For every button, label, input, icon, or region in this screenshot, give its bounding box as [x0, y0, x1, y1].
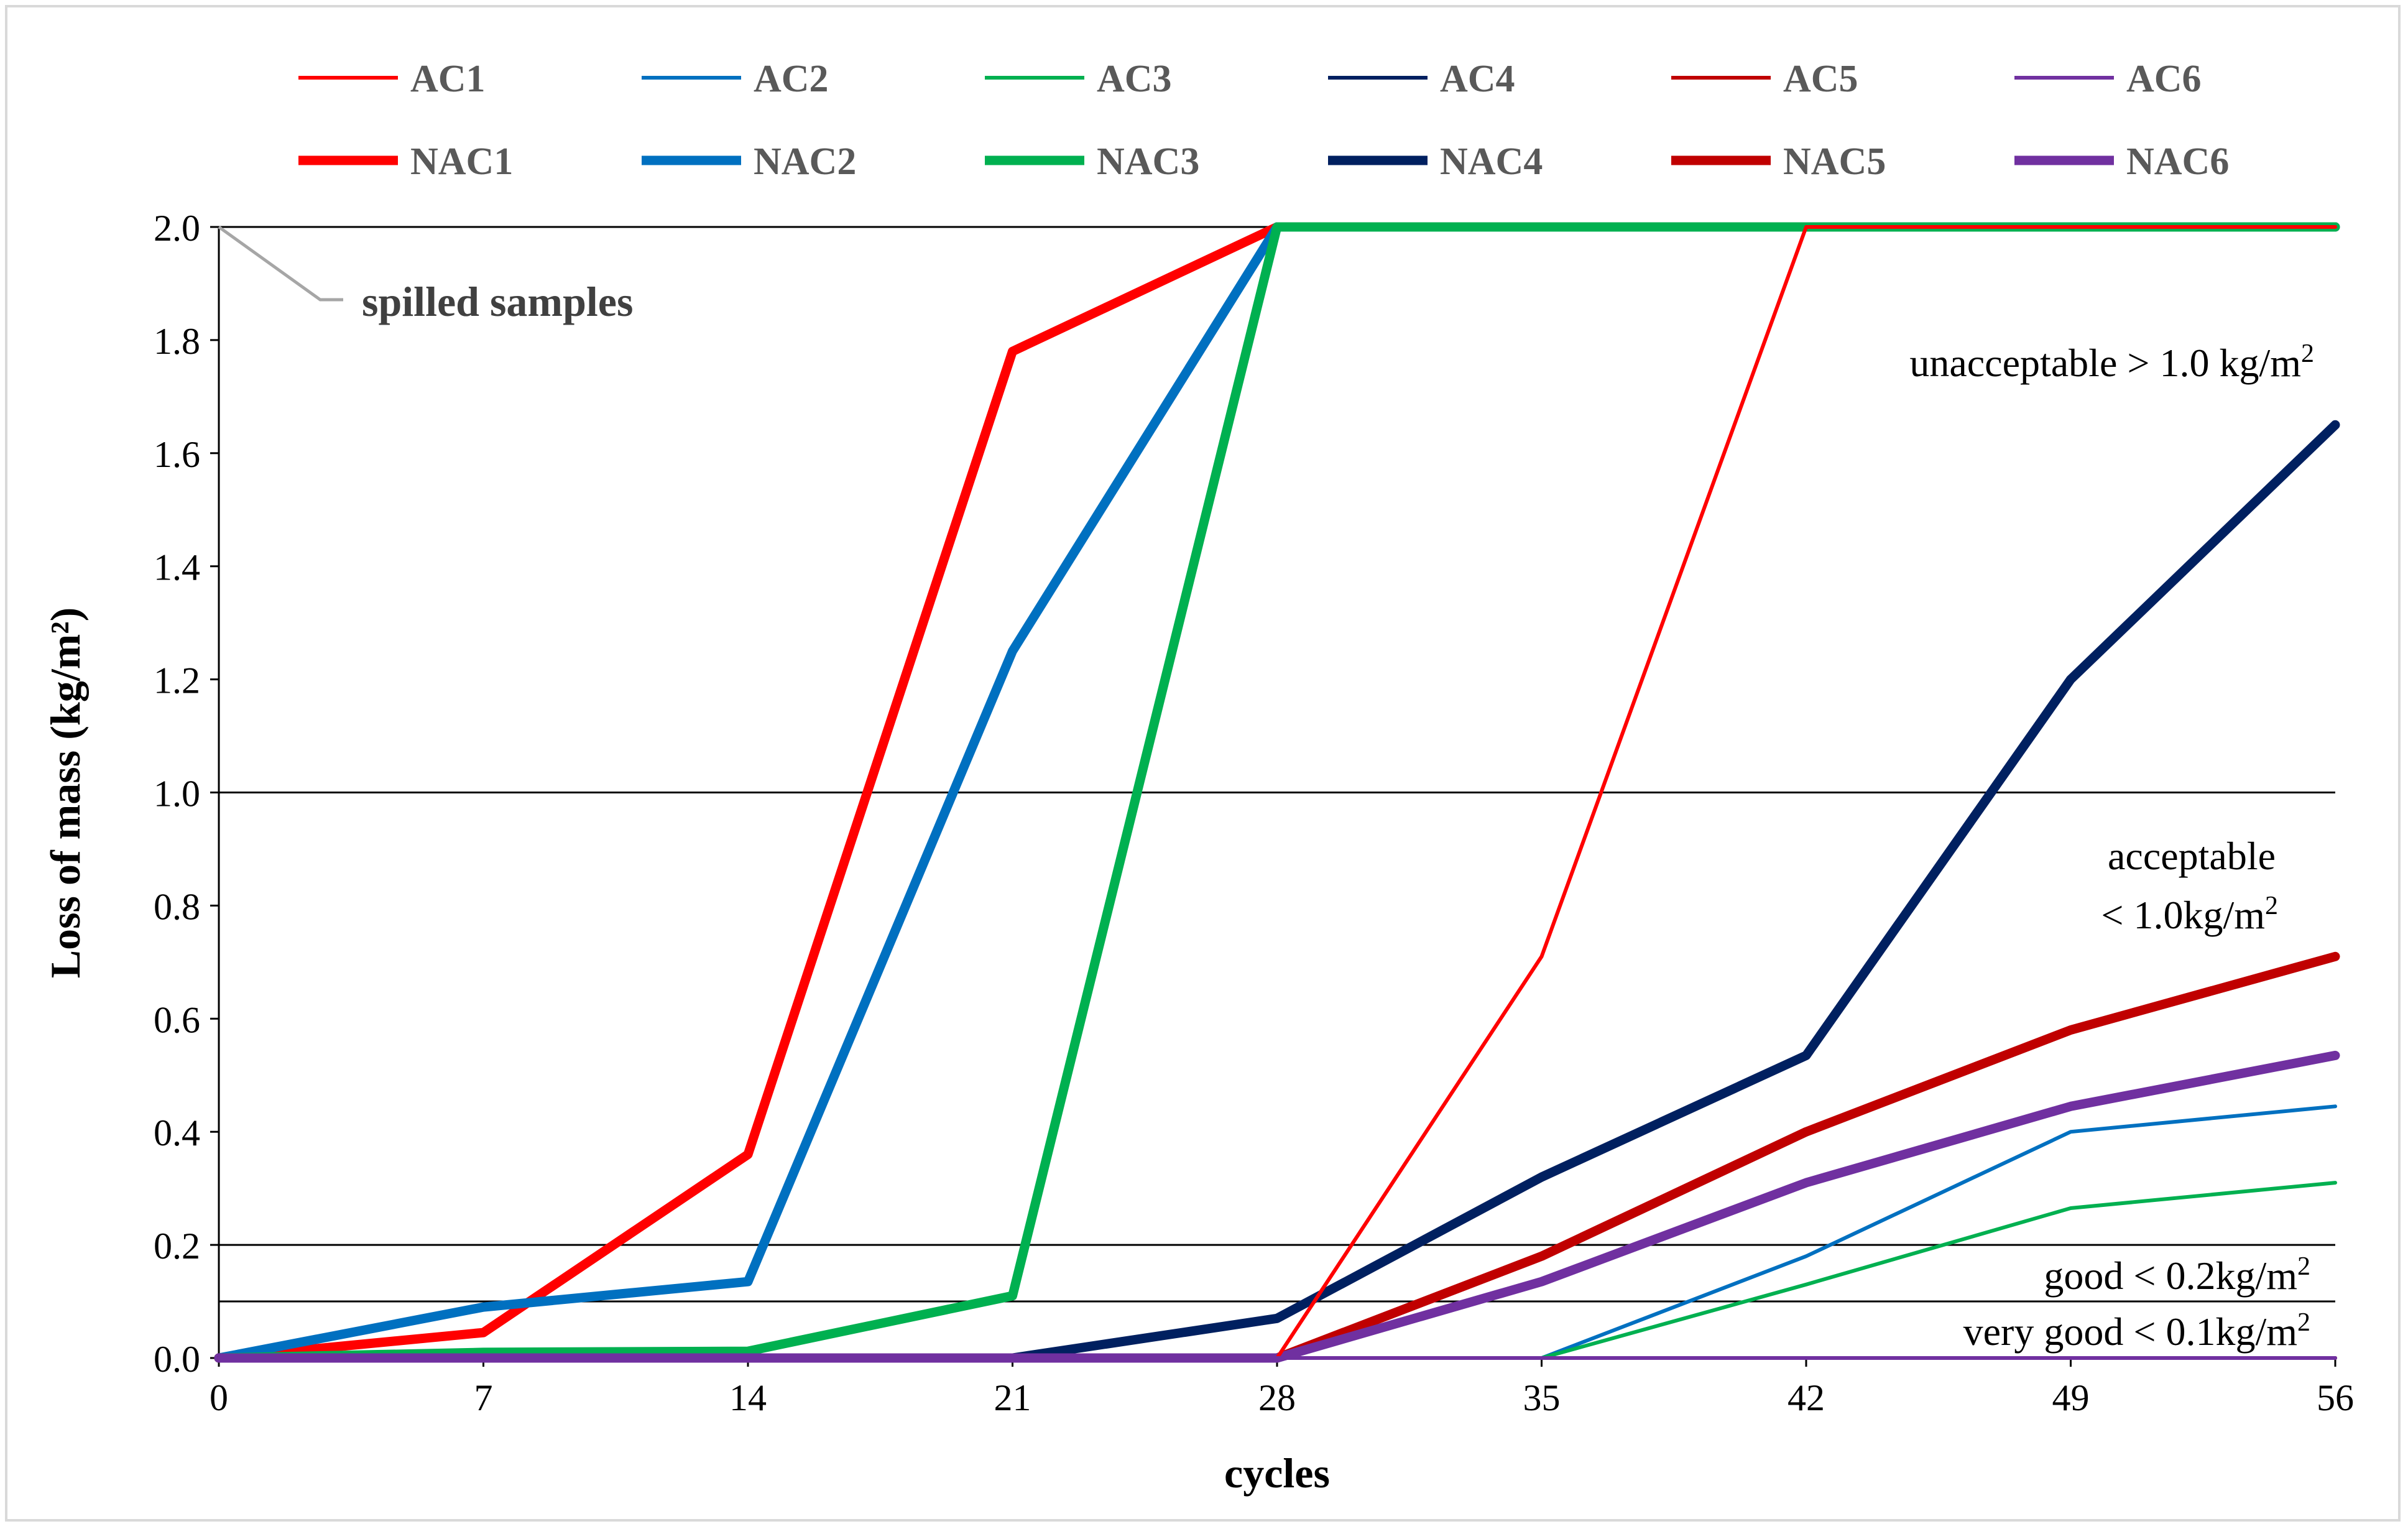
y-tick-label-5: 1.0 — [154, 774, 200, 815]
y-axis-label: Loss of mass (kg/m²) — [42, 607, 89, 979]
legend-item-ac3: AC3 — [985, 58, 1172, 100]
annotation-good: good < 0.2kg/m2 — [2044, 1252, 2310, 1298]
annotation-unacceptable-sup: 2 — [2301, 340, 2314, 368]
annotation-good-text: good < 0.2kg/m — [2044, 1254, 2297, 1298]
y-tick-label-10: 2.0 — [154, 208, 200, 249]
legend-label-nac4: NAC4 — [1440, 141, 1543, 183]
ticks-layer: 0.0 0.2 0.4 0.6 0.8 1.0 1.2 1.4 1.6 1.8 2.0 0 7 14 21 2… — [154, 208, 2354, 1418]
annotation-spilled-samples: spilled samples — [362, 278, 633, 325]
legend-label-nac3: NAC3 — [1097, 141, 1199, 183]
x-tick-label-4: 28 — [1258, 1377, 1296, 1418]
legend-label-ac1: AC1 — [410, 58, 486, 100]
legend-item-nac5: NAC5 — [1671, 141, 1886, 183]
legend-item-nac3: NAC3 — [985, 141, 1199, 183]
annotation-very-good-sup: 2 — [2297, 1308, 2310, 1337]
y-tick-label-8: 1.6 — [154, 434, 200, 475]
y-tick-label-2: 0.4 — [154, 1112, 200, 1153]
annotation-acceptable-text: < 1.0kg/m — [2101, 893, 2265, 937]
annotation-unacceptable: unacceptable > 1.0 kg/m2 — [1909, 340, 2314, 385]
legend-item-nac1: NAC1 — [298, 141, 513, 183]
legend-label-nac5: NAC5 — [1783, 141, 1886, 183]
legend-item-nac4: NAC4 — [1328, 141, 1543, 183]
legend-item-ac1: AC1 — [298, 58, 486, 100]
y-tick-label-9: 1.8 — [154, 321, 200, 362]
x-tick-label-3: 21 — [994, 1377, 1031, 1418]
legend-item-ac6: AC6 — [2014, 58, 2202, 100]
y-tick-label-6: 1.2 — [154, 660, 200, 701]
annotation-unacceptable-text: unacceptable > 1.0 kg/m — [1909, 341, 2301, 385]
legend: AC1 AC2 AC3 AC4 AC5 AC6 NAC1 NAC2 NAC3 NAC4 NAC5 NA… — [298, 58, 2229, 183]
annotation-very-good-text: very good < 0.1kg/m — [1963, 1310, 2297, 1354]
spilled-samples-leader — [218, 225, 343, 302]
y-tick-label-7: 1.4 — [154, 547, 200, 588]
legend-label-ac2: AC2 — [754, 58, 829, 100]
series-layer — [214, 222, 2340, 1363]
x-tick-label-8: 56 — [2317, 1377, 2354, 1418]
x-tick-label-2: 14 — [729, 1377, 767, 1418]
x-tick-label-5: 35 — [1523, 1377, 1561, 1418]
y-tick-label-3: 0.6 — [154, 999, 200, 1040]
x-tick-label-7: 49 — [2052, 1377, 2090, 1418]
series-line-nac4 — [214, 420, 2340, 1363]
annotation-acceptable-sup: 2 — [2265, 892, 2278, 920]
legend-item-nac6: NAC6 — [2014, 141, 2229, 183]
x-axis-label: cycles — [1224, 1449, 1330, 1497]
legend-label-nac6: NAC6 — [2126, 141, 2229, 183]
legend-label-nac2: NAC2 — [754, 141, 856, 183]
y-tick-label-0: 0.0 — [154, 1339, 200, 1380]
annotation-acceptable-line2: < 1.0kg/m2 — [2101, 892, 2278, 937]
y-tick-label-1: 0.2 — [154, 1226, 200, 1267]
legend-label-ac5: AC5 — [1783, 58, 1858, 100]
legend-item-ac2: AC2 — [642, 58, 829, 100]
legend-label-ac6: AC6 — [2126, 58, 2202, 100]
x-tick-label-1: 7 — [474, 1377, 493, 1418]
annotation-good-sup: 2 — [2297, 1252, 2310, 1281]
legend-item-ac4: AC4 — [1328, 58, 1515, 100]
legend-item-nac2: NAC2 — [642, 141, 856, 183]
grid-layer — [219, 226, 2335, 1303]
legend-item-ac5: AC5 — [1671, 58, 1858, 100]
y-tick-label-4: 0.8 — [154, 886, 200, 927]
legend-label-ac3: AC3 — [1097, 58, 1172, 100]
x-tick-label-0: 0 — [210, 1377, 228, 1418]
annotation-acceptable-line1: acceptable — [2108, 834, 2276, 878]
x-tick-label-6: 42 — [1788, 1377, 1825, 1418]
annotation-very-good: very good < 0.1kg/m2 — [1963, 1308, 2310, 1354]
legend-label-nac1: NAC1 — [410, 141, 513, 183]
legend-label-ac4: AC4 — [1440, 58, 1515, 100]
annotations: spilled samples unacceptable > 1.0 kg/m2… — [218, 225, 2314, 1354]
